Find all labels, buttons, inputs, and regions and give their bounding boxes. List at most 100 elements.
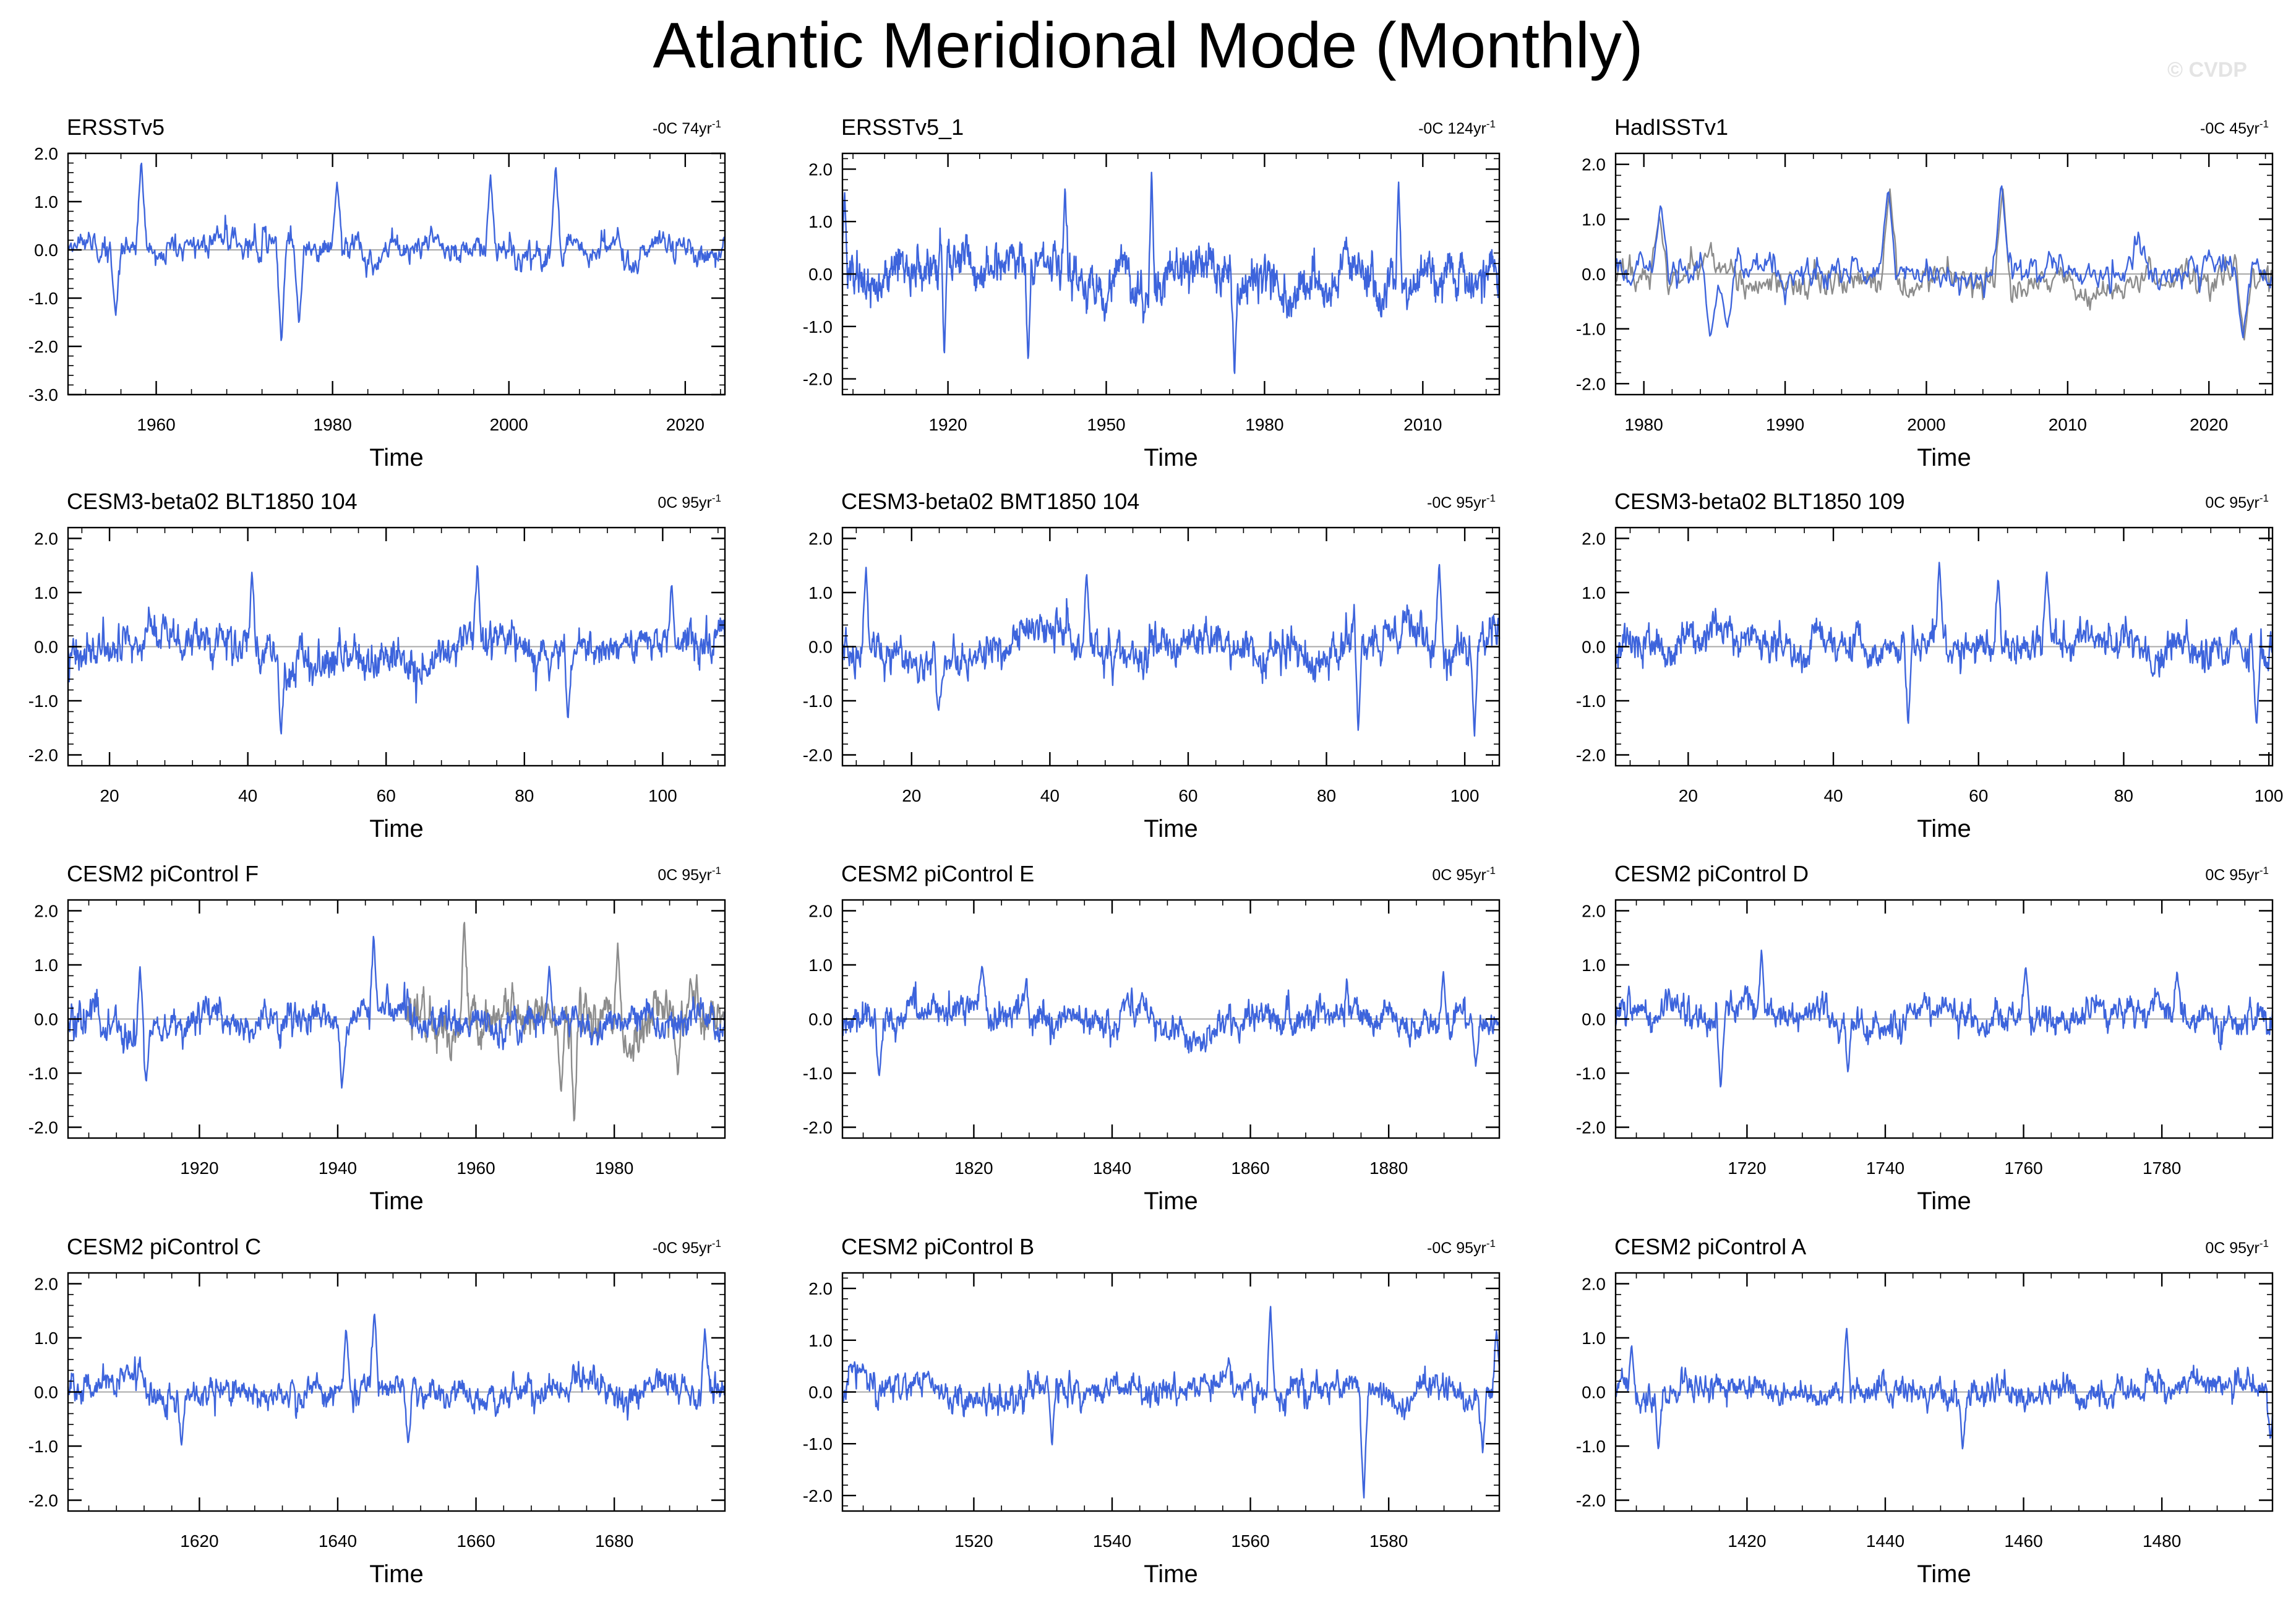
y-tick-label: 1.0	[1582, 583, 1606, 602]
y-tick-label: -2.0	[803, 1118, 833, 1137]
series-line-model	[67, 565, 726, 735]
y-tick-label: -1.0	[803, 1064, 833, 1083]
y-tick-label: 2.0	[808, 1279, 833, 1298]
y-tick-label: -1.0	[803, 317, 833, 336]
x-tick-label: 100	[1450, 786, 1480, 805]
trend-exponent: -1	[712, 865, 721, 876]
x-tick-label: 1820	[954, 1158, 993, 1178]
x-tick-label: 1620	[180, 1531, 218, 1551]
x-tick-label: 1540	[1093, 1531, 1131, 1551]
panel-8: CESM2 piControl E 0C 95yr-1 -2.0 -1.0 0.0 1.0…	[803, 861, 1501, 1215]
y-tick-label: -2.0	[803, 370, 833, 389]
y-tick-label: 2.0	[1582, 529, 1606, 549]
y-tick-label: 1.0	[34, 583, 58, 602]
y-tick-label: 1.0	[34, 956, 58, 975]
x-tick-label: 1580	[1369, 1531, 1408, 1551]
panel-1: ERSSTv5 -0C 74yr-1 -3.0 -2.0 -1.0 0.0 1.0 2.0 19…	[28, 114, 726, 471]
y-tick-label: 0.0	[34, 241, 58, 260]
x-tick-label: 2010	[1403, 415, 1442, 434]
x-tick-label: 60	[1178, 786, 1197, 805]
x-tick-label: 100	[2255, 786, 2284, 805]
y-tick-label: 0.0	[34, 1383, 58, 1402]
x-tick-label: 1420	[1728, 1531, 1766, 1551]
x-tick-label: 80	[2114, 786, 2133, 805]
x-tick-label: 1860	[1231, 1158, 1269, 1178]
x-tick-label: 1950	[1087, 415, 1125, 434]
panel-title: CESM3-beta02 BLT1850 104	[67, 489, 358, 514]
y-tick-label: -1.0	[803, 1434, 833, 1454]
y-tick-label: -2.0	[1576, 1491, 1606, 1510]
y-tick-label: 0.0	[34, 1010, 58, 1029]
x-tick-label: 1980	[1625, 415, 1663, 434]
y-tick-label: 0.0	[1582, 638, 1606, 657]
trend-label: 0C 95yr-1	[2205, 492, 2269, 512]
y-tick-label: 0.0	[1582, 1010, 1606, 1029]
trend-exponent: -1	[1486, 492, 1496, 504]
trend-exponent: -1	[1486, 118, 1496, 130]
x-tick-label: 100	[648, 786, 677, 805]
series-line-obs	[841, 171, 1501, 374]
x-tick-label: 1980	[314, 415, 352, 434]
panel-title: CESM2 piControl A	[1614, 1234, 1806, 1259]
y-tick-label: 2.0	[1582, 155, 1606, 174]
y-tick-label: 0.0	[1582, 265, 1606, 284]
y-tick-label: -1.0	[1576, 692, 1606, 711]
trend-label: 0C 95yr-1	[2205, 865, 2269, 884]
y-tick-label: 2.0	[808, 902, 833, 921]
y-tick-label: 2.0	[808, 529, 833, 549]
trend-label: -0C 95yr-1	[1427, 1238, 1496, 1257]
x-tick-label: 1990	[1766, 415, 1804, 434]
y-tick-label: -1.0	[1576, 320, 1606, 339]
panel-title: HadISSTv1	[1614, 114, 1728, 140]
x-tick-label: 1920	[928, 415, 967, 434]
trend-label: 0C 95yr-1	[2205, 1238, 2269, 1257]
x-tick-label: 2000	[490, 415, 528, 434]
trend-exponent: -1	[1486, 865, 1496, 876]
x-tick-label: 1780	[2143, 1158, 2181, 1178]
panel-4: CESM3-beta02 BLT1850 104 0C 95yr-1 -2.0 -1.…	[28, 489, 726, 842]
x-tick-label: 1560	[1231, 1531, 1269, 1551]
series-line-obs	[67, 162, 726, 341]
y-tick-label: 1.0	[1582, 1329, 1606, 1348]
x-tick-label: 1520	[954, 1531, 993, 1551]
y-tick-label: 1.0	[34, 1329, 58, 1348]
y-tick-label: 2.0	[34, 1275, 58, 1294]
x-tick-label: 40	[1823, 786, 1843, 805]
trend-label: -0C 124yr-1	[1418, 118, 1496, 137]
x-tick-label: 1460	[2004, 1531, 2042, 1551]
x-tick-label: 1960	[456, 1158, 495, 1178]
x-tick-label: 1440	[1866, 1531, 1904, 1551]
panel-title: CESM3-beta02 BMT1850 104	[841, 489, 1139, 514]
y-tick-label: 1.0	[808, 1331, 833, 1350]
x-tick-label: 60	[1969, 786, 1988, 805]
x-tick-label: 1960	[137, 415, 175, 434]
y-tick-label: 1.0	[1582, 210, 1606, 229]
y-tick-label: -2.0	[1576, 1118, 1606, 1137]
x-axis-title: Time	[369, 444, 423, 471]
panel-title: CESM2 piControl F	[67, 861, 259, 886]
y-tick-label: -2.0	[1576, 746, 1606, 765]
panel-title: CESM2 piControl E	[841, 861, 1034, 886]
y-tick-label: -1.0	[28, 1064, 58, 1083]
x-tick-label: 40	[238, 786, 257, 805]
x-tick-label: 2020	[2190, 415, 2228, 434]
trend-label: -0C 74yr-1	[653, 118, 721, 137]
panel-9: CESM2 piControl D 0C 95yr-1 -2.0 -1.0 0.0 1.0…	[1576, 861, 2274, 1215]
trend-label: 0C 95yr-1	[658, 865, 721, 884]
x-tick-label: 40	[1040, 786, 1060, 805]
x-tick-label: 1920	[180, 1158, 218, 1178]
y-tick-label: -2.0	[28, 746, 58, 765]
panel-title: ERSSTv5_1	[841, 114, 964, 140]
trend-exponent: -1	[712, 118, 721, 130]
y-tick-label: -1.0	[28, 692, 58, 711]
panel-12: CESM2 piControl A 0C 95yr-1 -2.0 -1.0 0.0 1.0…	[1576, 1234, 2274, 1588]
y-tick-label: 2.0	[34, 902, 58, 921]
panel-3: HadISSTv1 -0C 45yr-1 -2.0 -1.0 0.0 1.0 2.0 1980…	[1576, 114, 2274, 471]
y-tick-label: -2.0	[803, 746, 833, 765]
trend-exponent: -1	[1486, 1238, 1496, 1249]
figure-title: Atlantic Meridional Mode (Monthly)	[653, 10, 1643, 82]
y-tick-label: -1.0	[28, 1437, 58, 1456]
x-tick-label: 1740	[1866, 1158, 1904, 1178]
panel-10: CESM2 piControl C -0C 95yr-1 -2.0 -1.0 0.0 1.…	[28, 1234, 726, 1588]
y-tick-label: 1.0	[808, 583, 833, 602]
